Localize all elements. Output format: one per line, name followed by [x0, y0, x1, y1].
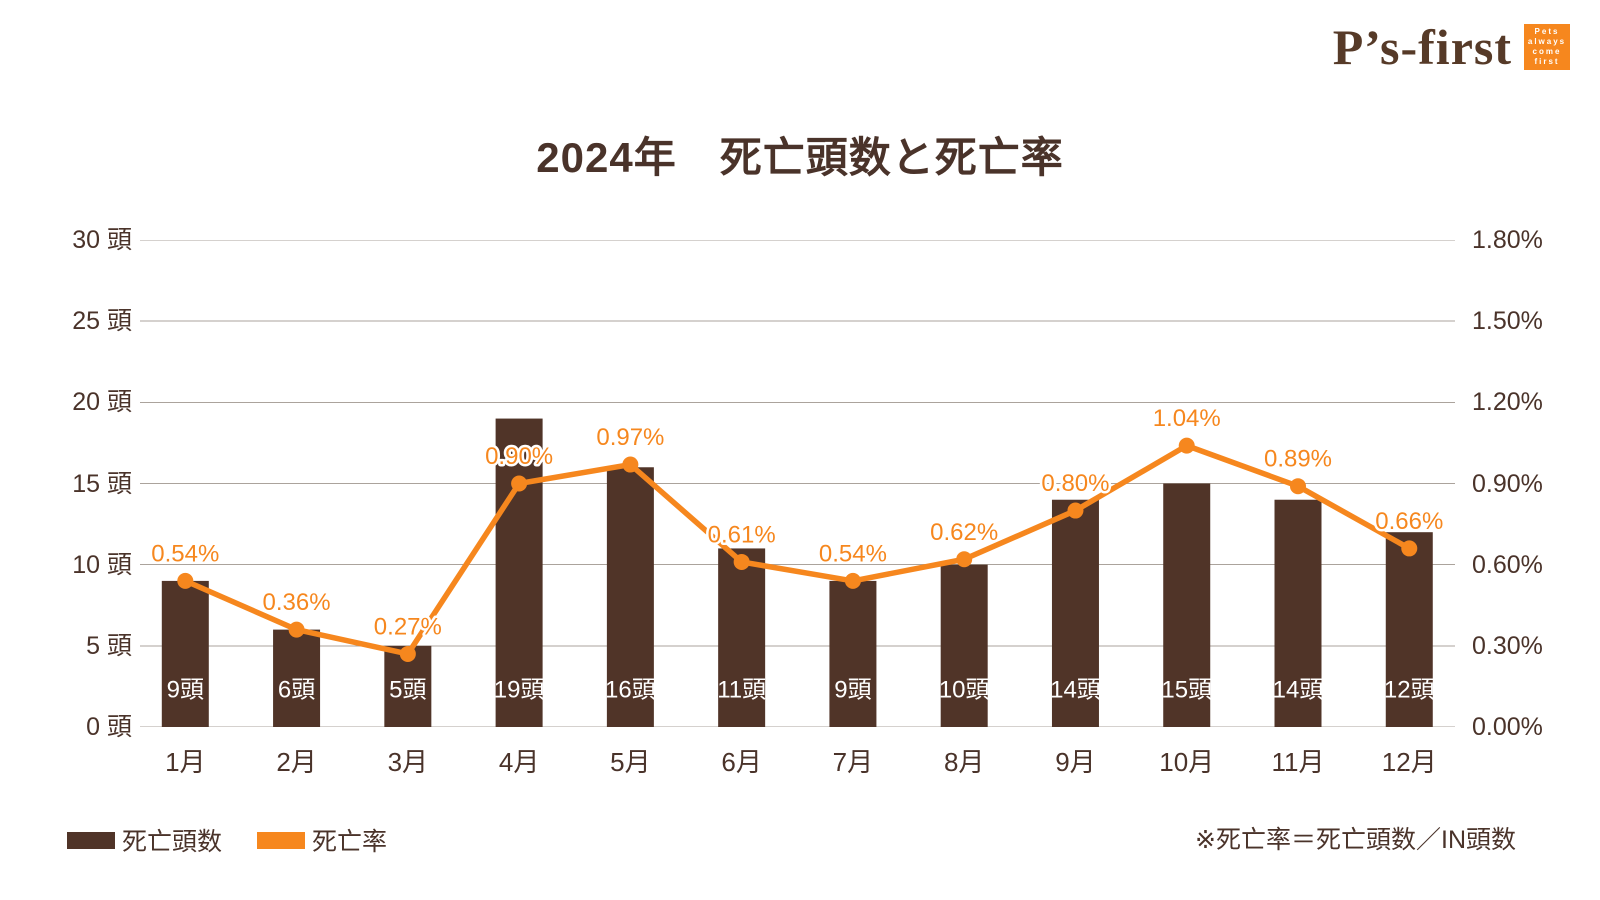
- bar-6月: [718, 548, 766, 727]
- logo: P’s-first Pets always come first: [1333, 22, 1570, 72]
- bar-1月: [161, 580, 209, 727]
- bar-12月: [1385, 532, 1433, 727]
- bar-value-label: 15頭: [1161, 677, 1212, 704]
- left-axis-tick: 5 頭: [86, 631, 132, 660]
- bar-value-label: 14頭: [1273, 677, 1324, 704]
- rate-line: [182, 442, 1413, 657]
- rate-point-12月: [1401, 540, 1418, 557]
- bar-value-label: 6頭: [278, 677, 315, 704]
- legend-item-rate: 死亡率: [257, 822, 387, 858]
- page-title: 2024年 死亡頭数と死亡率: [536, 134, 1064, 181]
- rate-value-label: 0.66%: [1375, 508, 1443, 535]
- rate-point-9月: [1067, 502, 1084, 519]
- bar-value-label: 11頭: [717, 677, 766, 704]
- rate-value-label: 0.90%: [485, 443, 553, 470]
- rate-point-1月: [177, 572, 194, 589]
- legend-swatch-deaths: [67, 831, 115, 849]
- month-label-10月: 10月: [1159, 747, 1215, 777]
- month-label-12月: 12月: [1381, 747, 1437, 777]
- bar-4月: [495, 418, 543, 727]
- bar-value-label: 19頭: [494, 677, 545, 704]
- logo-badge-line: Pets: [1534, 27, 1560, 36]
- rate-point-4月: [511, 475, 528, 492]
- right-axis-tick: 1.20%: [1472, 388, 1543, 417]
- left-axis-tick: 10 頭: [72, 550, 132, 579]
- logo-badge-line: always: [1527, 37, 1567, 46]
- month-label-2月: 2月: [276, 747, 317, 777]
- logo-badge-line: first: [1534, 57, 1560, 66]
- rate-value-label: 1.04%: [1153, 405, 1221, 432]
- right-axis-tick: 0.60%: [1472, 550, 1543, 579]
- legend-label-deaths: 死亡頭数: [122, 828, 223, 856]
- right-axis-tick: 0.30%: [1472, 631, 1543, 660]
- bar-2月: [273, 629, 321, 727]
- left-axis-tick: 25 頭: [72, 307, 132, 336]
- bar-9月: [1051, 499, 1099, 727]
- left-axis-tick: 15 頭: [72, 469, 132, 498]
- bar-value-label: 5頭: [389, 677, 426, 704]
- month-label-1月: 1月: [165, 747, 206, 777]
- rate-value-label: 0.61%: [708, 521, 776, 548]
- bar-value-label: 16頭: [605, 677, 656, 704]
- right-axis-tick: 0.90%: [1472, 469, 1543, 498]
- rate-value-label: 0.36%: [263, 589, 331, 616]
- legend-swatch-rate: [257, 831, 305, 849]
- right-axis-tick: 0.00%: [1472, 713, 1543, 741]
- rate-value-label: 0.89%: [1264, 446, 1332, 473]
- left-axis-tick: 20 頭: [72, 388, 132, 417]
- logo-badge: Pets always come first: [1524, 24, 1570, 70]
- rate-value-label: 0.27%: [374, 613, 442, 640]
- rate-point-11月: [1290, 478, 1306, 495]
- bar-5月: [606, 467, 654, 727]
- month-label-6月: 6月: [721, 747, 762, 777]
- month-label-4月: 4月: [498, 747, 540, 777]
- logo-badge-line: come: [1532, 47, 1562, 56]
- rate-value-label: 0.54%: [151, 540, 219, 567]
- left-axis-tick: 0 頭: [86, 713, 132, 741]
- bar-value-label: 10頭: [939, 677, 990, 704]
- rate-value-label: 0.54%: [819, 540, 887, 567]
- bar-value-label: 9頭: [834, 677, 871, 704]
- rate-point-8月: [956, 551, 973, 568]
- logo-brand-text: P’s-first: [1332, 19, 1512, 75]
- month-label-9月: 9月: [1055, 747, 1096, 777]
- rate-value-label: 0.80%: [1041, 470, 1109, 497]
- rate-point-6月: [733, 553, 750, 570]
- right-axis-tick: 1.50%: [1472, 307, 1543, 336]
- bar-value-label: 12頭: [1384, 677, 1435, 704]
- month-label-11月: 11月: [1271, 747, 1325, 777]
- rate-point-2月: [288, 621, 305, 638]
- footnote: ※死亡率＝死亡頭数／IN頭数: [1195, 826, 1516, 854]
- rate-value-label: 0.62%: [930, 519, 998, 546]
- rate-value-label: 0.97%: [596, 424, 664, 451]
- plot-area: 9頭 6頭 5頭 19頭 16頭 11頭 9頭 10頭 14頭 15頭 14頭 12頭 0.54% 0.3…: [140, 239, 1455, 728]
- bar-value-label: 9頭: [167, 677, 204, 704]
- rate-point-3月: [399, 645, 416, 662]
- bar-8月: [940, 564, 988, 727]
- legend-item-deaths: 死亡頭数: [67, 822, 222, 858]
- right-axis-tick: 1.80%: [1472, 226, 1543, 254]
- rate-point-10月: [1178, 437, 1195, 454]
- bar-7月: [829, 580, 877, 727]
- rate-point-5月: [622, 456, 639, 473]
- bar-11月: [1274, 499, 1322, 727]
- month-label-5月: 5月: [610, 747, 651, 777]
- left-axis-tick: 30 頭: [72, 226, 132, 254]
- month-label-7月: 7月: [832, 747, 874, 777]
- bar-value-label: 14頭: [1050, 677, 1101, 704]
- bar-10月: [1163, 483, 1211, 727]
- combo-chart-canvas: 9頭 6頭 5頭 19頭 16頭 11頭 9頭 10頭 14頭 15頭 14頭 12頭 0.54% 0.3…: [140, 239, 1455, 728]
- month-label-3月: 3月: [387, 747, 429, 777]
- month-label-8月: 8月: [943, 747, 985, 777]
- legend-label-rate: 死亡率: [312, 828, 388, 856]
- rate-point-7月: [844, 572, 861, 589]
